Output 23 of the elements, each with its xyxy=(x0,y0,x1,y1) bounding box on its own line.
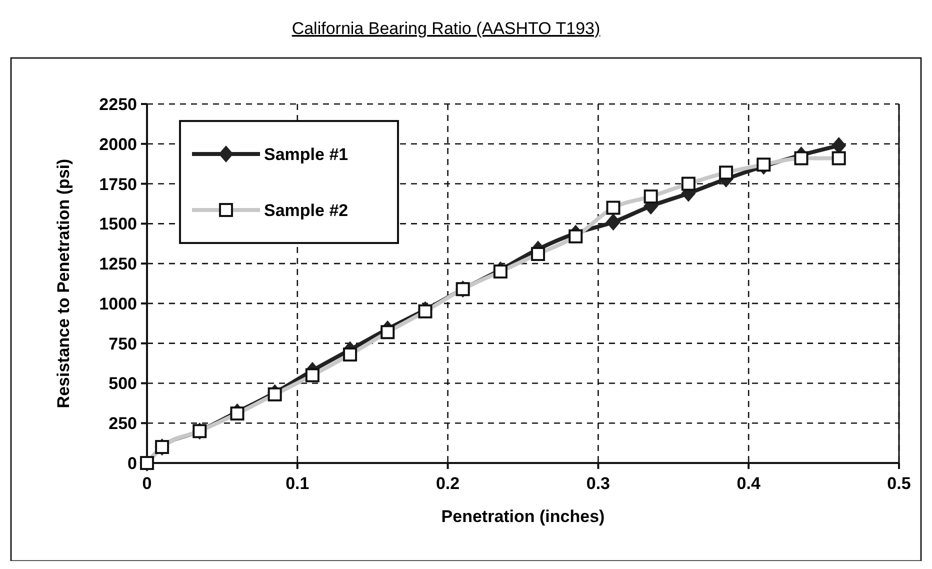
legend-label: Sample #2 xyxy=(264,201,348,220)
y-tick-label: 1000 xyxy=(99,294,137,314)
legend-label: Sample #1 xyxy=(264,145,348,164)
y-tick-label: 2000 xyxy=(99,134,137,154)
y-tick-label: 1500 xyxy=(99,214,137,234)
x-tick-label: 0 xyxy=(142,474,152,493)
y-tick-label: 750 xyxy=(108,334,137,354)
x-tick-label: 0.3 xyxy=(586,474,610,493)
x-axis-title: Penetration (inches) xyxy=(441,507,605,526)
y-axis-title: Resistance to Penetration (psi) xyxy=(54,158,73,408)
y-tick-label: 2250 xyxy=(99,95,137,114)
y-tick-label: 500 xyxy=(108,374,137,394)
y-tick-label: 0 xyxy=(128,454,137,473)
y-tick-label: 1750 xyxy=(99,174,137,194)
y-tick-label: 250 xyxy=(108,414,137,434)
y-tick-label: 1250 xyxy=(99,254,137,274)
x-tick-label: 0.4 xyxy=(736,474,761,493)
point xyxy=(832,137,846,154)
x-tick-label: 0.2 xyxy=(436,474,460,493)
x-tick-label: 0.5 xyxy=(887,474,911,493)
point xyxy=(606,214,620,230)
x-tick-label: 0.1 xyxy=(286,474,310,493)
chart-title: California Bearing Ratio (AASHTO T193) xyxy=(292,19,600,38)
